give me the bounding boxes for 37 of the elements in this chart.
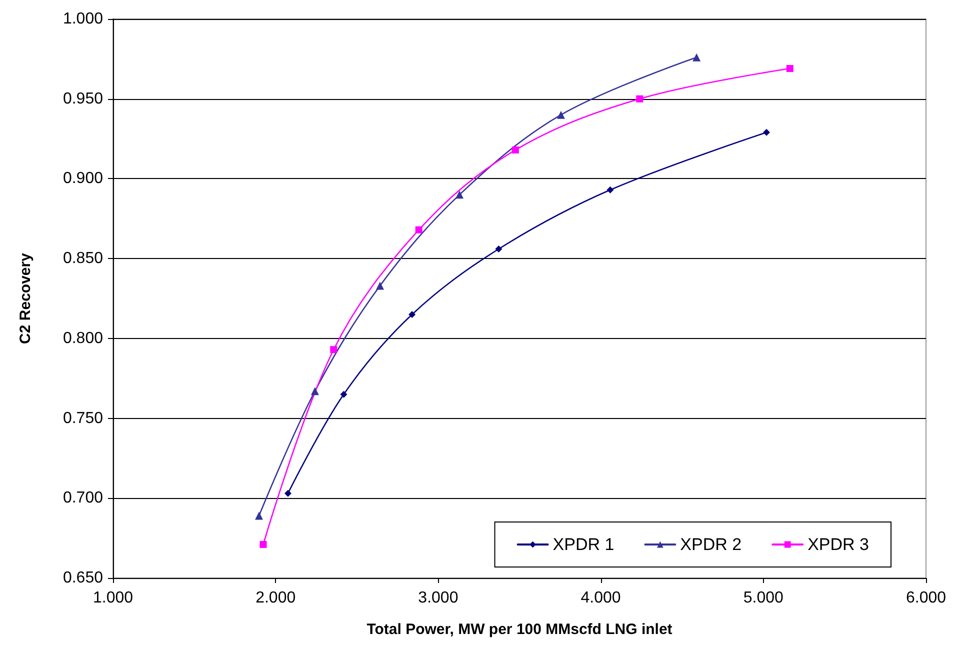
x-tick-label: 5.000 [743,590,784,606]
point [692,53,701,62]
point [556,110,565,119]
point [255,512,264,520]
point [284,490,292,497]
point [415,226,422,234]
point [456,190,464,199]
x-tick-label: 2.000 [256,590,296,606]
point [762,128,770,136]
point [606,186,614,194]
y-tick-label: 0.950 [62,90,104,108]
legend-label: XPDR 3 [808,535,870,554]
legend-label: XPDR 1 [552,535,614,554]
point [512,146,519,154]
point [786,65,794,72]
y-tick-label: 0.750 [62,410,104,427]
point [376,282,384,290]
point [330,346,338,354]
x-tick-label: 4.000 [580,590,621,606]
y-tick-label: 1.000 [62,10,104,28]
point [636,95,644,102]
y-tick-label: 0.700 [62,490,104,507]
y-axis-title: C2 Recovery [17,252,34,344]
x-tick-label: 6.000 [906,590,946,606]
point [310,387,319,396]
y-tick-label: 0.650 [62,570,104,586]
x-tick-label: 3.000 [418,590,458,606]
point [260,540,267,548]
point [408,310,416,318]
y-tick-label: 0.850 [62,250,104,268]
legend-label: XPDR 2 [680,535,742,554]
x-tick-label: 1.000 [92,590,134,606]
point [495,245,502,252]
y-tick-label: 0.900 [62,170,104,188]
y-tick-label: 0.800 [62,330,104,347]
point [340,390,348,398]
x-axis-title: Total Power, MW per 100 MMscfd LNG inlet [366,621,672,638]
